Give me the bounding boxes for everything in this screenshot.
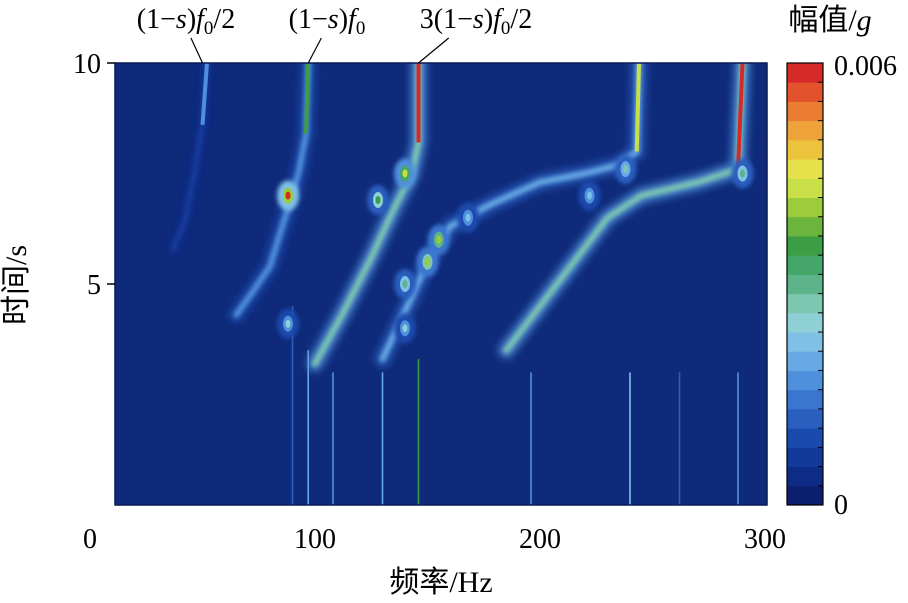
hotspot-core-6 xyxy=(402,280,408,288)
ridge-2 xyxy=(312,63,422,367)
heatmap-layer xyxy=(165,63,754,505)
annotation-leader-1 xyxy=(307,37,322,64)
hotspot-core-11 xyxy=(740,169,745,178)
annotation-leader-2 xyxy=(418,37,450,64)
y-axis-title: 时间/s xyxy=(0,245,33,325)
annotation-label-0: (1−s)f0/2 xyxy=(137,4,235,39)
hotspot-core-9 xyxy=(623,165,628,174)
colorbar-frame xyxy=(786,62,824,506)
colorbar-max-label: 0.006 xyxy=(834,51,897,82)
ridge-steady-3 xyxy=(634,63,641,152)
x-tick-label-1: 100 xyxy=(294,524,336,555)
hotspot-core-10 xyxy=(587,191,592,200)
colorbar-swatch-1 xyxy=(787,466,823,487)
ridge-4 xyxy=(503,63,746,354)
x-axis-title: 频率/Hz xyxy=(389,566,492,599)
colorbar-swatch-10 xyxy=(787,293,823,314)
colorbar-swatch-21 xyxy=(787,82,823,102)
colorbar-swatch-17 xyxy=(787,159,823,179)
colorbar-swatch-3 xyxy=(787,428,823,448)
y-tick-label-1: 10 xyxy=(73,49,101,80)
hotspot-core-4 xyxy=(436,235,442,244)
x-axis: 0 100 200 300 xyxy=(83,524,786,555)
colorbar-swatch-14 xyxy=(787,216,823,237)
ridge-steady-1 xyxy=(304,63,311,134)
annotation-label-2: 3(1−s)f0/2 xyxy=(420,4,532,39)
y-tick-label-0: 5 xyxy=(87,270,101,301)
x-tick-label-2: 200 xyxy=(519,524,561,555)
hotspot-core-5 xyxy=(425,257,430,266)
y-axis: 5 10 xyxy=(73,49,115,301)
hotspot-core-2 xyxy=(402,169,408,178)
colorbar-swatch-0 xyxy=(787,485,823,506)
colorbar-swatch-7 xyxy=(787,351,823,371)
hotspot-core-1 xyxy=(285,319,291,328)
colorbar-swatch-19 xyxy=(787,120,823,141)
x-tick-label-3: 300 xyxy=(744,524,786,555)
colorbar-swatch-20 xyxy=(787,101,823,122)
colorbar-swatch-13 xyxy=(787,235,823,256)
colorbar-title-prefix: 幅值/ xyxy=(788,4,857,37)
annotations: (1−s)f0/2 (1−s)f0 3(1−s)f0/2 xyxy=(137,4,532,64)
colorbar: 0.006 0 xyxy=(786,51,897,521)
colorbar-swatch-2 xyxy=(787,447,823,468)
ridge-steady-4 xyxy=(736,63,745,170)
colorbar-swatch-8 xyxy=(787,332,823,352)
colorbar-swatch-22 xyxy=(787,63,823,83)
colorbar-swatch-5 xyxy=(787,389,823,410)
annotation-leader-0 xyxy=(190,37,204,64)
colorbar-swatch-9 xyxy=(787,312,823,333)
colorbar-swatch-4 xyxy=(787,408,823,429)
colorbar-swatch-18 xyxy=(787,139,823,160)
annotation-label-1: (1−s)f0 xyxy=(289,4,366,39)
colorbar-title: 幅值/g xyxy=(788,4,871,37)
hotspot-core-3 xyxy=(375,196,381,205)
colorbar-swatch-16 xyxy=(787,178,823,199)
x-tick-label-0: 0 xyxy=(83,524,97,555)
plot-background xyxy=(115,63,767,505)
colorbar-swatch-12 xyxy=(787,255,823,275)
hotspot-core-8 xyxy=(465,213,471,222)
hotspot-core-0 xyxy=(285,191,291,200)
colorbar-swatch-15 xyxy=(787,197,823,218)
colorbar-title-unit: g xyxy=(857,4,872,37)
ridge-steady-0 xyxy=(200,63,209,126)
colorbar-swatch-11 xyxy=(787,274,823,295)
hotspot-core-7 xyxy=(402,324,408,333)
colorbar-swatch-6 xyxy=(787,370,823,391)
colorbar-min-label: 0 xyxy=(834,490,848,521)
